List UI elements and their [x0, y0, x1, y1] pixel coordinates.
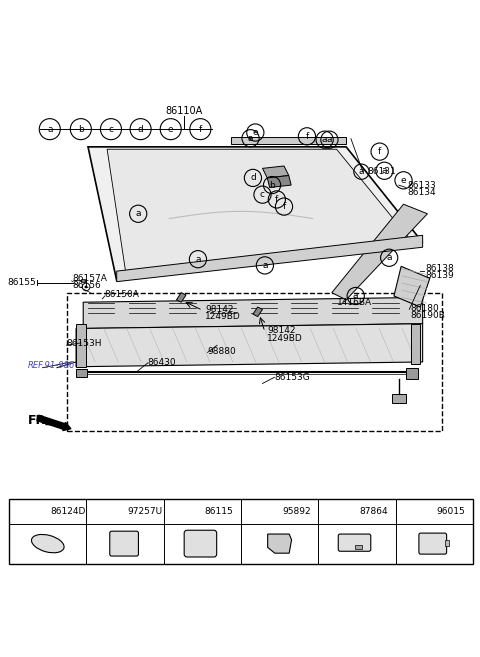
Text: 86180: 86180 — [411, 304, 439, 313]
Bar — [67, 292, 442, 431]
Text: a: a — [195, 255, 201, 263]
Text: 96015: 96015 — [437, 507, 465, 516]
Text: e: e — [168, 125, 174, 133]
Text: a: a — [135, 210, 141, 218]
Text: a: a — [382, 166, 387, 175]
Text: d: d — [250, 173, 256, 183]
Text: f: f — [305, 132, 309, 141]
Polygon shape — [263, 166, 289, 178]
Text: 98142: 98142 — [267, 327, 296, 335]
FancyBboxPatch shape — [110, 532, 138, 556]
Text: a: a — [47, 125, 52, 133]
Text: b: b — [78, 125, 84, 133]
Text: d: d — [138, 125, 144, 133]
Text: a: a — [353, 292, 359, 300]
Text: 86430: 86430 — [148, 359, 176, 367]
Polygon shape — [88, 147, 422, 281]
Text: f: f — [420, 507, 424, 516]
Text: c: c — [260, 190, 265, 199]
Text: f: f — [282, 202, 286, 211]
Text: FR.: FR. — [28, 414, 51, 427]
Text: a: a — [33, 507, 38, 516]
Text: 86150A: 86150A — [105, 290, 140, 298]
Polygon shape — [253, 307, 263, 317]
Text: 86115: 86115 — [205, 507, 233, 516]
Text: a: a — [248, 134, 253, 143]
Text: 98880: 98880 — [207, 347, 236, 356]
Text: 86139: 86139 — [425, 271, 454, 281]
Text: 86190B: 86190B — [411, 311, 445, 319]
Text: f: f — [378, 147, 381, 156]
Text: 86153H: 86153H — [67, 339, 102, 348]
Polygon shape — [394, 266, 430, 307]
Text: 95892: 95892 — [282, 507, 311, 516]
Text: a: a — [327, 135, 332, 144]
Text: 86124D: 86124D — [50, 507, 85, 516]
Bar — [444, 540, 449, 546]
Text: 86153G: 86153G — [275, 373, 310, 382]
Text: 86138: 86138 — [425, 264, 454, 273]
Bar — [81, 279, 85, 282]
Bar — [392, 394, 406, 403]
Text: 86155: 86155 — [8, 278, 36, 287]
Ellipse shape — [32, 534, 64, 553]
Text: 86131: 86131 — [368, 167, 396, 176]
Polygon shape — [76, 324, 85, 367]
Text: f: f — [275, 195, 278, 204]
Polygon shape — [76, 324, 422, 367]
FancyBboxPatch shape — [419, 533, 446, 554]
Text: 97257U: 97257U — [128, 507, 163, 516]
Text: a: a — [262, 261, 268, 270]
Text: c: c — [188, 507, 193, 516]
Polygon shape — [411, 324, 420, 365]
Text: e: e — [401, 176, 407, 185]
Bar — [406, 368, 418, 378]
Polygon shape — [268, 534, 291, 553]
Text: 1416BA: 1416BA — [336, 298, 372, 307]
Bar — [76, 369, 86, 377]
Polygon shape — [117, 235, 422, 282]
Text: 1249BD: 1249BD — [267, 334, 303, 342]
Circle shape — [84, 286, 87, 288]
Text: 86110A: 86110A — [165, 106, 202, 116]
FancyBboxPatch shape — [9, 499, 473, 564]
Text: a: a — [386, 253, 392, 262]
Text: 86134: 86134 — [408, 188, 436, 196]
Polygon shape — [107, 149, 411, 276]
Text: 86157A: 86157A — [72, 274, 108, 283]
Text: REF.91-986: REF.91-986 — [28, 361, 76, 371]
Text: 1249BD: 1249BD — [205, 312, 241, 321]
Polygon shape — [83, 298, 422, 328]
Text: a: a — [359, 167, 364, 176]
Polygon shape — [231, 137, 346, 145]
Text: 87864: 87864 — [360, 507, 388, 516]
Polygon shape — [177, 292, 186, 302]
Text: 86133: 86133 — [408, 181, 436, 190]
Text: b: b — [269, 181, 275, 190]
Text: e: e — [252, 128, 258, 137]
Text: 98142: 98142 — [205, 305, 234, 314]
Text: d: d — [265, 507, 271, 516]
Text: 86156: 86156 — [72, 281, 101, 290]
Polygon shape — [267, 175, 291, 187]
Text: e: e — [342, 507, 348, 516]
Text: f: f — [199, 125, 202, 133]
Text: c: c — [108, 125, 113, 133]
Text: a: a — [322, 135, 327, 144]
FancyArrow shape — [37, 415, 71, 430]
Text: b: b — [110, 507, 116, 516]
Polygon shape — [332, 204, 427, 300]
FancyBboxPatch shape — [184, 530, 216, 557]
FancyBboxPatch shape — [338, 534, 371, 551]
Bar — [355, 545, 362, 549]
